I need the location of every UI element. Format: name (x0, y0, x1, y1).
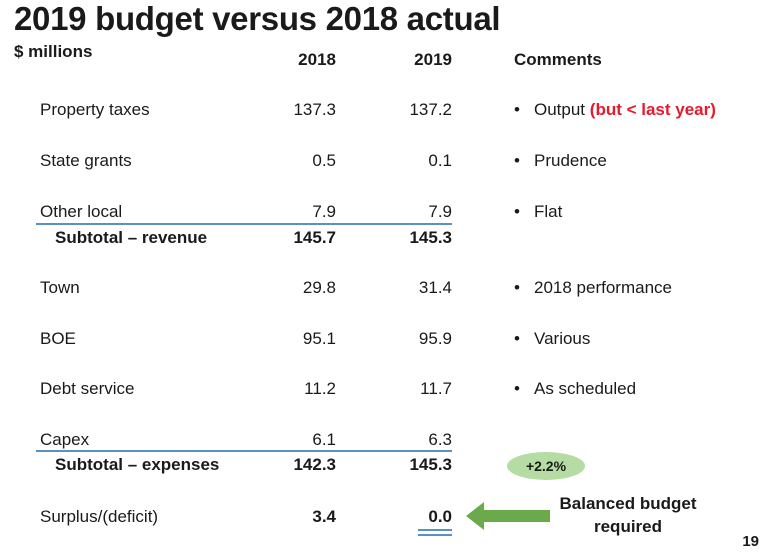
comment-text: Output (534, 100, 586, 119)
row-label-boe: BOE (40, 329, 76, 348)
value-2019-debt-service: 11.7 (420, 379, 452, 398)
value-2019-boe: 95.9 (418, 329, 452, 348)
comment-warning: (but < last year) (589, 100, 716, 119)
row-label-property-taxes: Property taxes (40, 100, 150, 119)
balanced-budget-callout: Balanced budget required (559, 494, 697, 536)
value-2019-state-grants: 0.1 (428, 151, 452, 170)
growth-badge: +2.2% (507, 452, 585, 480)
row-label-state-grants: State grants (40, 151, 132, 170)
row-label-subtotal-expenses: Subtotal – expenses (55, 455, 220, 474)
value-2018-state-grants: 0.5 (312, 151, 336, 170)
left-arrow-icon (466, 502, 550, 530)
comment-text: 2018 performance (534, 278, 672, 297)
value-2019-town: 31.4 (418, 278, 452, 297)
bullet-marker: • (514, 329, 520, 348)
value-2019-surplus: 0.0 (428, 507, 452, 526)
value-2018-town: 29.8 (302, 278, 336, 297)
value-2019-subtotal-expenses: 145.3 (409, 455, 452, 474)
comment-debt-service: • As scheduled (514, 379, 636, 399)
bullet-marker: • (514, 379, 520, 398)
comment-state-grants: • Prudence (514, 151, 607, 171)
comment-property-taxes: • Output (but < last year) (514, 100, 716, 120)
value-2019-capex: 6.3 (428, 430, 452, 449)
row-label-capex: Capex (40, 430, 90, 449)
column-header-comments: Comments (514, 50, 602, 69)
value-2018-boe: 95.1 (302, 329, 336, 348)
value-2018-subtotal-expenses: 142.3 (293, 455, 336, 474)
value-2019-subtotal-revenue: 145.3 (409, 228, 452, 247)
column-header-2018: 2018 (298, 50, 336, 69)
subtotal-revenue-rule (36, 223, 452, 225)
bullet-marker: • (514, 278, 520, 297)
value-2018-property-taxes: 137.3 (293, 100, 336, 119)
page-number: 19 (742, 533, 759, 550)
bullet-marker: • (514, 151, 520, 170)
comment-text: Prudence (534, 151, 607, 170)
row-label-debt-service: Debt service (40, 379, 135, 398)
comment-town: • 2018 performance (514, 278, 672, 298)
units-label: $ millions (14, 42, 93, 61)
value-2018-other-local: 7.9 (312, 202, 336, 221)
value-2018-debt-service: 11.2 (304, 379, 336, 398)
comment-text: Flat (534, 202, 563, 221)
value-2018-subtotal-revenue: 145.7 (293, 228, 336, 247)
row-label-other-local: Other local (40, 202, 123, 221)
row-label-town: Town (40, 278, 80, 297)
value-2018-capex: 6.1 (312, 430, 336, 449)
comment-text: Various (534, 329, 591, 348)
value-2019-other-local: 7.9 (428, 202, 452, 221)
bullet-marker: • (514, 202, 520, 221)
row-label-subtotal-revenue: Subtotal – revenue (55, 228, 208, 247)
double-underline-top (418, 529, 452, 531)
comment-other-local: • Flat (514, 202, 562, 222)
slide-title: 2019 budget versus 2018 actual (14, 0, 501, 37)
double-underline-bottom (418, 534, 452, 536)
comment-boe: • Various (514, 329, 590, 349)
subtotal-expenses-rule (36, 450, 452, 452)
row-label-surplus: Surplus/(deficit) (40, 507, 159, 526)
column-header-2019: 2019 (414, 50, 452, 69)
value-2018-surplus: 3.4 (312, 507, 336, 526)
comment-text: As scheduled (534, 379, 637, 398)
bullet-marker: • (514, 100, 520, 119)
value-2019-property-taxes: 137.2 (409, 100, 452, 119)
